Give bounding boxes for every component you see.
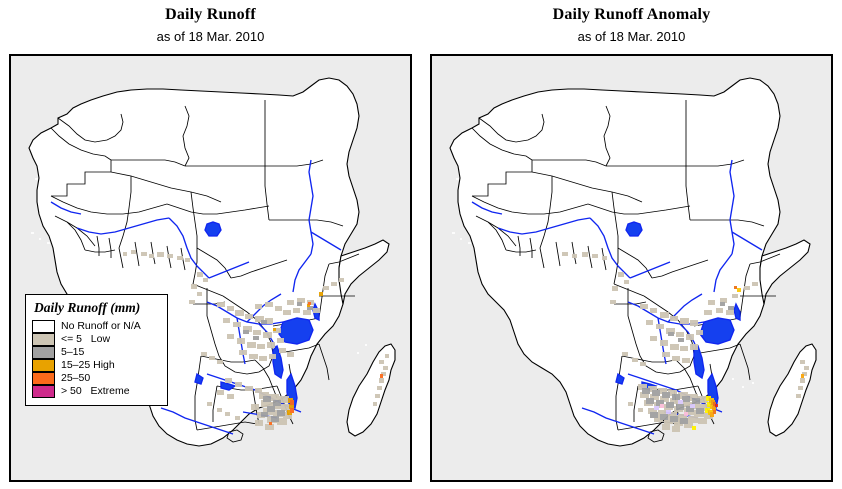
country-borders xyxy=(471,100,781,443)
map-canvas-daily-runoff-anomaly[interactable] xyxy=(430,54,833,482)
legend-label: 5–15 xyxy=(61,346,85,358)
page-title-left: Daily Runoff xyxy=(165,6,256,23)
subtitle-right: as of 18 Mar. 2010 xyxy=(577,29,686,44)
panel-daily-runoff: Daily Runoff as of 18 Mar. 2010 xyxy=(9,6,412,482)
africa-map-left xyxy=(11,56,410,480)
legend-label: 15–25 High xyxy=(61,359,115,371)
page-title-right: Daily Runoff Anomaly xyxy=(552,6,711,23)
ocean-speckle-left xyxy=(31,178,367,354)
runoff-raster-left xyxy=(123,250,389,430)
legend-row[interactable]: > 50 Extreme xyxy=(32,385,160,398)
legend-title: Daily Runoff (mm) xyxy=(34,300,141,315)
legend-swatch-5-15 xyxy=(32,346,55,359)
africa-map-right xyxy=(432,56,831,480)
legend-label: > 50 Extreme xyxy=(61,385,130,397)
country-borders xyxy=(50,100,360,443)
legend-row[interactable]: <= 5 Low xyxy=(32,333,160,346)
legend-swatch-15-25-high xyxy=(32,359,55,372)
legend-swatch-no-runoff xyxy=(32,320,55,333)
legend-row[interactable]: No Runoff or N/A xyxy=(32,320,160,333)
map-canvas-daily-runoff[interactable] xyxy=(9,54,412,482)
legend-label: No Runoff or N/A xyxy=(61,320,141,332)
legend-row[interactable]: 25–50 xyxy=(32,372,160,385)
legend-row[interactable]: 15–25 High xyxy=(32,359,160,372)
legend-swatch-low xyxy=(32,333,55,346)
legend-row[interactable]: 5–15 xyxy=(32,346,160,359)
subtitle-left: as of 18 Mar. 2010 xyxy=(156,29,265,44)
legend-daily-runoff: Daily Runoff (mm) No Runoff or N/A <= 5 … xyxy=(25,294,168,406)
legend-swatch-25-50 xyxy=(32,372,55,385)
legend-swatch-extreme xyxy=(32,385,55,398)
legend-label: <= 5 Low xyxy=(61,333,111,345)
panel-daily-runoff-anomaly: Daily Runoff Anomaly as of 18 Mar. 2010 xyxy=(421,0,842,489)
legend-label: 25–50 xyxy=(61,372,91,384)
ocean-speckle-right xyxy=(452,178,754,388)
runoff-raster-right xyxy=(562,252,809,432)
